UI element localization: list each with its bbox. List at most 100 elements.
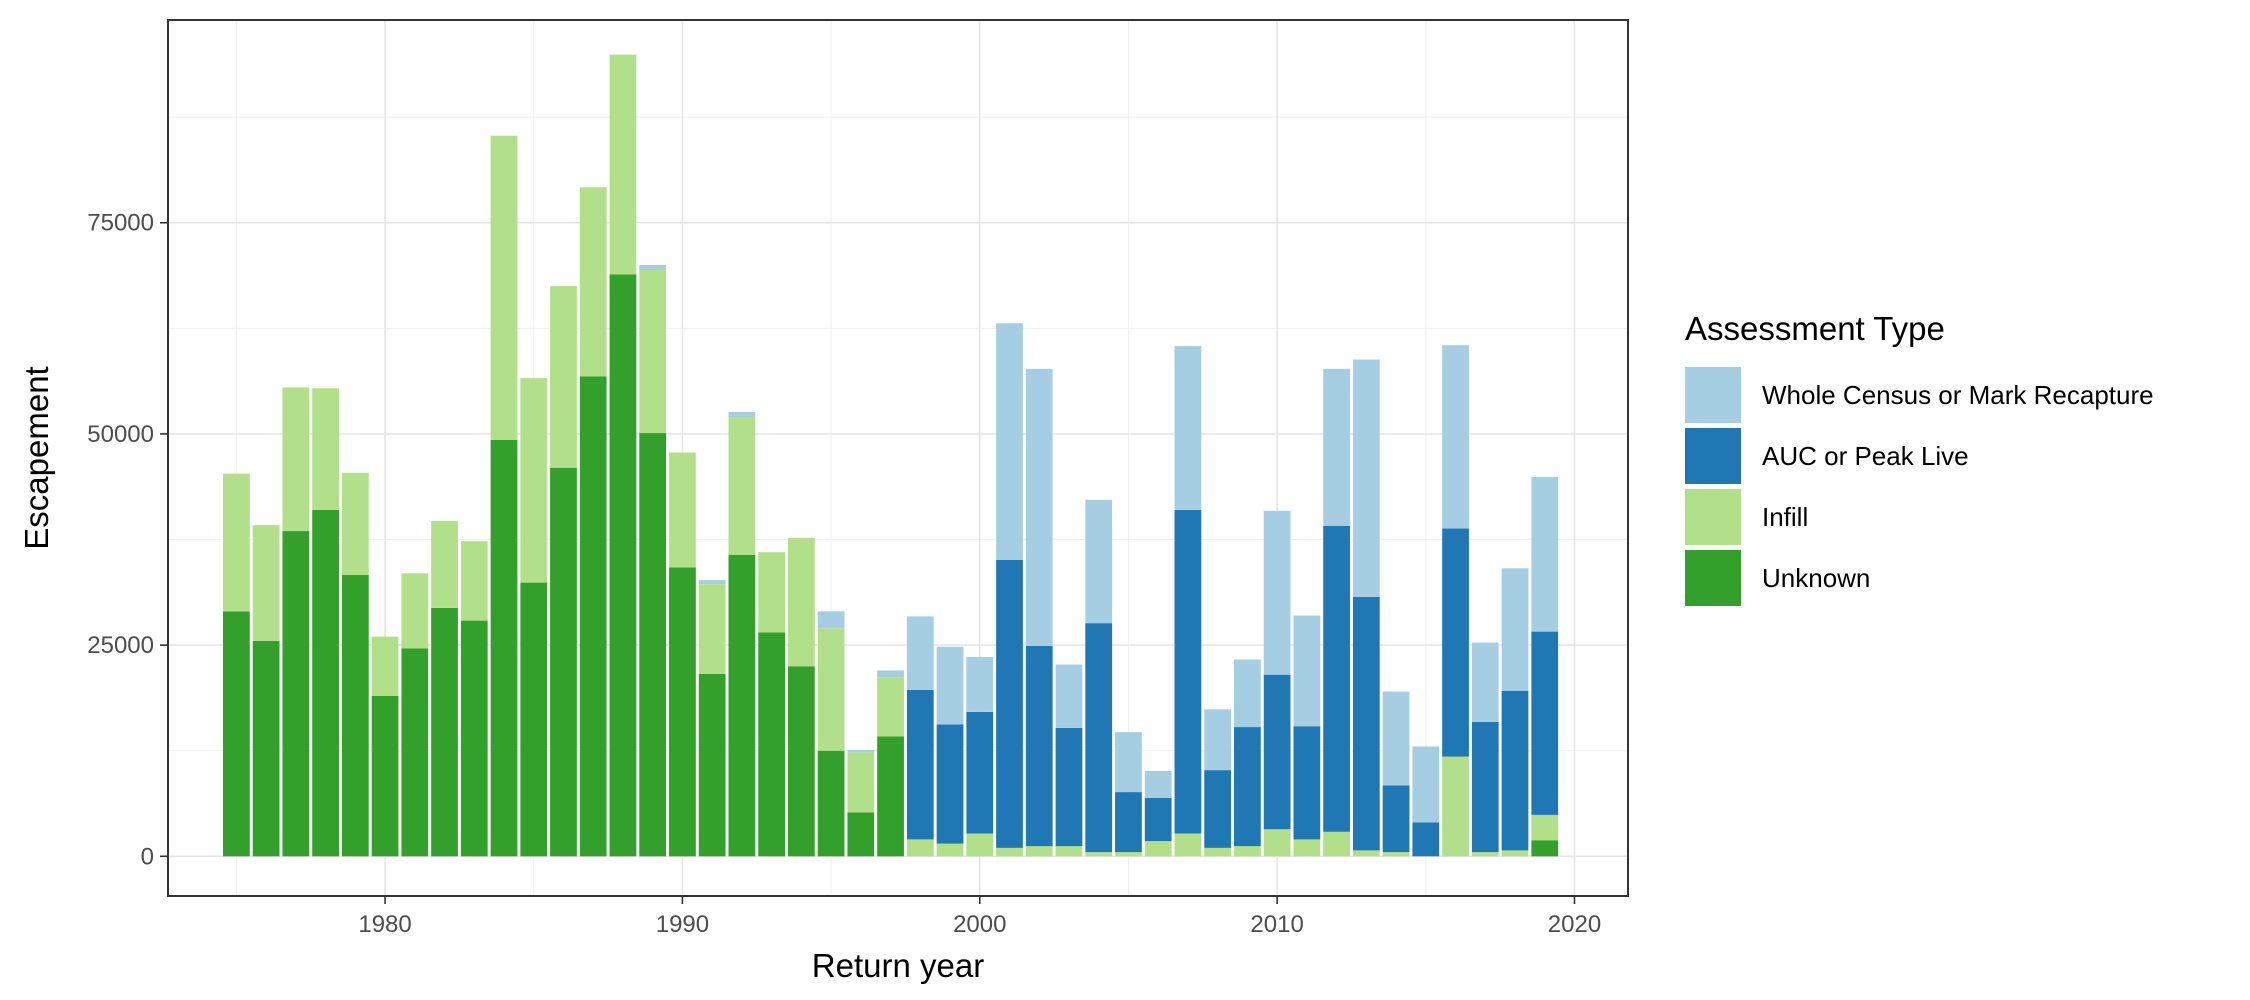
- bar-auc-2006: [1144, 798, 1172, 842]
- bar-auc-2016: [1442, 528, 1469, 757]
- bar-auc-2018: [1501, 690, 1529, 851]
- bar-infill-2014: [1382, 852, 1410, 857]
- bar-census-1996: [847, 749, 875, 753]
- x-tick-label: 2010: [1250, 911, 1303, 938]
- bar-unknown-1981: [401, 648, 429, 857]
- bar-auc-2012: [1323, 526, 1350, 832]
- bar-auc-2015: [1412, 822, 1440, 857]
- legend-key-infill: [1685, 489, 1741, 545]
- bar-census-2011: [1293, 615, 1321, 727]
- bar-unknown-1986: [550, 467, 577, 857]
- bar-census-2009: [1234, 659, 1261, 728]
- bar-unknown-1976: [252, 640, 280, 857]
- bar-auc-2013: [1352, 596, 1380, 851]
- bar-infill-1984: [490, 135, 518, 440]
- bar-auc-1999: [936, 724, 964, 844]
- bar-auc-2000: [966, 711, 994, 834]
- bar-infill-2017: [1471, 852, 1499, 857]
- y-axis: 0 25000 50000 75000: [87, 210, 168, 870]
- bar-auc-2017: [1471, 721, 1499, 853]
- x-tick-label: 1990: [656, 911, 709, 938]
- bar-infill-2005: [1115, 852, 1142, 857]
- bar-auc-1998: [906, 689, 934, 840]
- bar-unknown-1994: [787, 666, 815, 857]
- bar-auc-2002: [1025, 645, 1053, 847]
- bar-auc-2003: [1055, 727, 1083, 847]
- bar-infill-1982: [431, 520, 458, 608]
- bar-census-1995: [817, 611, 845, 629]
- bar-census-2006: [1144, 770, 1172, 799]
- bar-unknown-1978: [312, 509, 339, 857]
- bar-unknown-1980: [371, 695, 399, 857]
- bar-infill-1977: [282, 387, 310, 532]
- bar-infill-1983: [460, 541, 488, 621]
- bar-census-1989: [639, 264, 667, 271]
- bar-census-2005: [1115, 732, 1142, 793]
- y-tick-label: 0: [141, 843, 154, 870]
- bar-census-2015: [1412, 746, 1440, 823]
- bar-census-2008: [1204, 709, 1232, 771]
- bar-unknown-1989: [639, 433, 667, 857]
- x-axis-title: Return year: [812, 947, 984, 984]
- bar-infill-2004: [1085, 852, 1113, 857]
- bar-auc-2007: [1174, 509, 1202, 834]
- bar-infill-1975: [223, 473, 250, 612]
- bar-infill-2016: [1442, 756, 1469, 857]
- bar-unknown-1992: [728, 554, 756, 857]
- legend-label-infill: Infill: [1762, 502, 1808, 532]
- y-tick-label: 50000: [87, 421, 154, 448]
- bar-infill-2019: [1531, 814, 1559, 841]
- bar-census-2012: [1323, 368, 1350, 527]
- legend-label-census: Whole Census or Mark Recapture: [1762, 380, 2154, 410]
- bar-census-2017: [1471, 642, 1499, 722]
- bar-unknown-1987: [579, 376, 607, 857]
- bar-infill-1995: [817, 628, 845, 751]
- bar-unknown-1988: [609, 274, 637, 857]
- bar-infill-1997: [877, 677, 904, 737]
- bar-infill-1978: [312, 388, 339, 510]
- bar-auc-2009: [1234, 727, 1261, 847]
- bar-infill-2012: [1323, 831, 1350, 857]
- bar-infill-2008: [1204, 847, 1232, 857]
- bar-unknown-1985: [520, 582, 548, 857]
- y-axis-title: Escapement: [18, 366, 55, 549]
- legend-title: Assessment Type: [1685, 310, 1945, 347]
- y-tick-label: 75000: [87, 210, 154, 237]
- legend-key-unknown: [1685, 550, 1741, 606]
- bar-census-2001: [996, 323, 1023, 560]
- bar-infill-1998: [906, 839, 934, 857]
- bar-infill-1992: [728, 417, 756, 555]
- x-axis: 1980 1990 2000 2010 2020: [358, 896, 1601, 938]
- y-tick-label: 25000: [87, 632, 154, 659]
- bar-infill-1990: [669, 452, 696, 568]
- bar-census-1991: [698, 580, 726, 585]
- bar-unknown-1977: [282, 531, 310, 857]
- bar-infill-2018: [1501, 850, 1529, 857]
- bar-unknown-1983: [460, 620, 488, 857]
- bar-infill-2006: [1144, 841, 1172, 857]
- bar-infill-1976: [252, 525, 280, 641]
- bar-census-2016: [1442, 345, 1469, 529]
- x-tick-label: 2000: [953, 911, 1006, 938]
- bar-census-2018: [1501, 568, 1529, 691]
- legend: Assessment Type Whole Census or Mark Rec…: [1685, 310, 2154, 606]
- bar-auc-2010: [1263, 674, 1291, 830]
- bar-auc-2008: [1204, 770, 1232, 848]
- x-tick-label: 2020: [1548, 911, 1601, 938]
- bar-census-1992: [728, 411, 756, 418]
- bar-infill-1979: [341, 472, 369, 575]
- plot-border: [167, 19, 1629, 897]
- bar-unknown-2019: [1531, 840, 1559, 857]
- bar-census-2000: [966, 656, 994, 712]
- bar-census-2007: [1174, 346, 1202, 510]
- bar-infill-2009: [1234, 846, 1261, 857]
- bar-census-2014: [1382, 691, 1410, 786]
- bar-infill-1993: [758, 552, 786, 633]
- bar-infill-2001: [996, 847, 1023, 857]
- bar-infill-2003: [1055, 846, 1083, 857]
- bar-census-1998: [906, 616, 934, 690]
- bar-census-2019: [1531, 477, 1559, 632]
- bar-infill-1981: [401, 573, 429, 649]
- bar-unknown-1975: [223, 611, 250, 857]
